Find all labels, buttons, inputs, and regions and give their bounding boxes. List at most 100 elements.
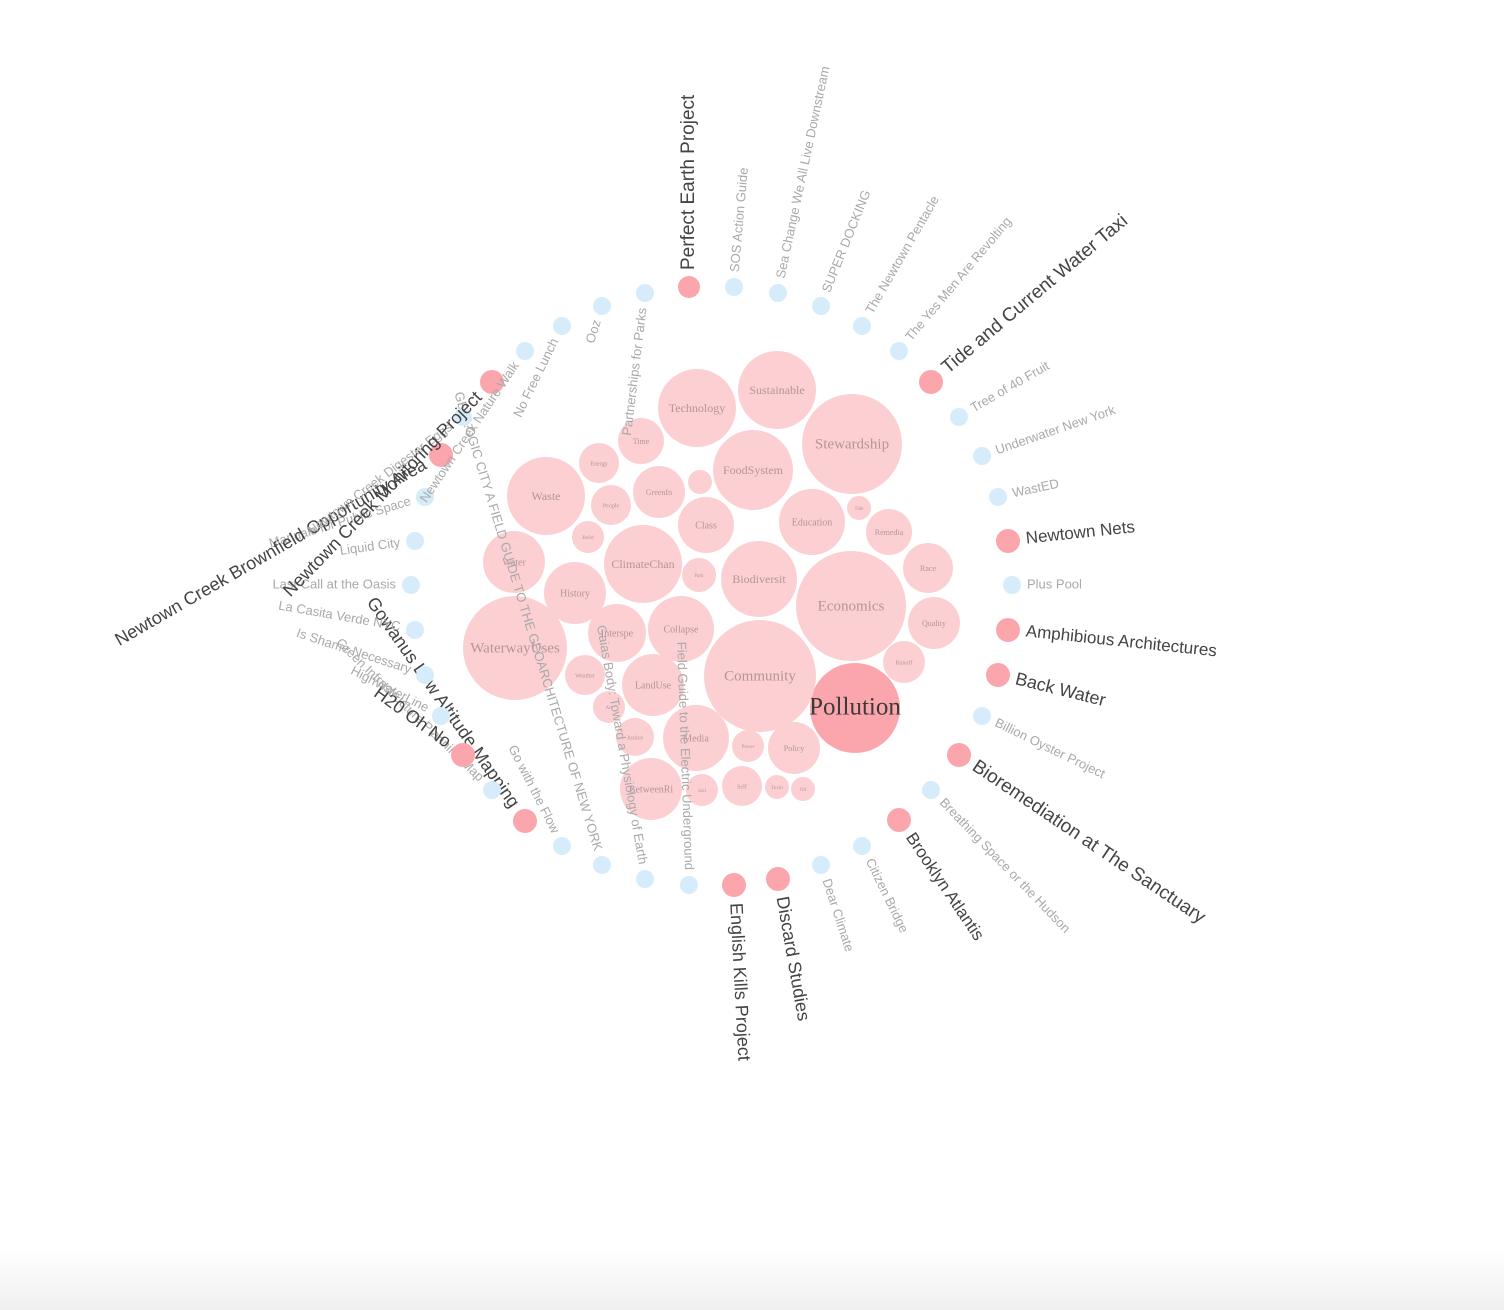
project-tide-and-current-water-taxi[interactable]: Tide and Current Water Taxi bbox=[919, 210, 1132, 394]
project-node[interactable] bbox=[406, 532, 424, 550]
project-tree-of-40-fruit[interactable]: Tree of 40 Fruit bbox=[950, 358, 1052, 426]
project-sea-change-we-all-live-downstream[interactable]: Sea Change We All Live Downstream bbox=[769, 65, 832, 302]
project-node[interactable] bbox=[406, 621, 424, 639]
bubble-quality[interactable] bbox=[908, 597, 960, 649]
project-label[interactable]: Ooz bbox=[582, 318, 603, 345]
bubble-self[interactable] bbox=[722, 766, 762, 806]
project-ooz[interactable]: Ooz bbox=[582, 297, 611, 345]
project-label[interactable]: Plus Pool bbox=[1027, 576, 1082, 591]
project-node[interactable] bbox=[416, 666, 434, 684]
bubble-power[interactable] bbox=[732, 730, 764, 762]
bubble-media[interactable] bbox=[663, 705, 729, 771]
project-partnerships-for-parks[interactable]: Partnerships for Parks bbox=[619, 284, 654, 436]
bubble-waste[interactable] bbox=[507, 457, 585, 535]
project-node[interactable] bbox=[636, 870, 654, 888]
project-perfect-earth-project[interactable]: Perfect Earth Project bbox=[678, 94, 700, 298]
project-node[interactable] bbox=[890, 342, 908, 360]
project-node[interactable] bbox=[950, 408, 968, 426]
project-node[interactable] bbox=[454, 408, 472, 426]
project-label[interactable]: English Kills Project bbox=[726, 902, 754, 1061]
project-node[interactable] bbox=[853, 837, 871, 855]
bubble-runoff[interactable] bbox=[883, 641, 925, 683]
project-sos-action-guide[interactable]: SOS Action Guide bbox=[725, 167, 751, 296]
bubble-sustainable[interactable] bbox=[738, 351, 816, 429]
project-node[interactable] bbox=[402, 576, 420, 594]
project-dear-climate[interactable]: Dear Climate bbox=[812, 856, 857, 953]
project-newtown-creek-monitoring-project[interactable]: Newtown Creek Monitoring Project bbox=[279, 370, 504, 600]
project-english-kills-project[interactable]: English Kills Project bbox=[722, 873, 754, 1061]
project-amphibious-architectures[interactable]: Amphibious Architectures bbox=[996, 618, 1218, 660]
bubble-technology[interactable] bbox=[658, 369, 736, 447]
bubble-soil[interactable] bbox=[686, 774, 718, 806]
project-node[interactable] bbox=[483, 781, 501, 799]
bubble-pollution[interactable] bbox=[810, 663, 900, 753]
bubble-blank[interactable] bbox=[688, 470, 712, 494]
project-node[interactable] bbox=[553, 317, 571, 335]
project-node[interactable] bbox=[553, 837, 571, 855]
project-label[interactable]: Tree of 40 Fruit bbox=[968, 358, 1052, 415]
project-node[interactable] bbox=[853, 317, 871, 335]
project-node[interactable] bbox=[996, 618, 1020, 642]
bubble-economics[interactable] bbox=[796, 551, 906, 661]
project-label[interactable]: Amphibious Architectures bbox=[1025, 621, 1218, 660]
project-node[interactable] bbox=[416, 488, 434, 506]
bubble-build[interactable] bbox=[572, 521, 604, 553]
project-node[interactable] bbox=[636, 284, 654, 302]
bubble-greenin[interactable] bbox=[633, 466, 685, 518]
bubble-education[interactable] bbox=[779, 489, 845, 555]
bubble-interspe[interactable] bbox=[588, 604, 646, 662]
project-node[interactable] bbox=[973, 707, 991, 725]
project-node[interactable] bbox=[766, 867, 790, 891]
project-node[interactable] bbox=[922, 781, 940, 799]
bubble-oil[interactable] bbox=[791, 777, 815, 801]
project-node[interactable] bbox=[593, 856, 611, 874]
project-citizen-bridge[interactable]: Citizen Bridge bbox=[853, 837, 912, 935]
project-node[interactable] bbox=[680, 876, 698, 894]
project-label[interactable]: The Newtown Pentacle bbox=[862, 193, 942, 316]
project-node[interactable] bbox=[919, 370, 943, 394]
bubble-tide[interactable] bbox=[847, 496, 871, 520]
project-field-guide-to-the-electric-underground[interactable]: Field Guide to the Electric Underground bbox=[674, 641, 698, 894]
project-node[interactable] bbox=[678, 276, 700, 298]
bubble-time[interactable] bbox=[618, 418, 664, 464]
bubble-weather[interactable] bbox=[565, 655, 605, 695]
project-label[interactable]: Billion Oyster Project bbox=[993, 715, 1108, 782]
bubble-park[interactable] bbox=[682, 558, 716, 592]
bubble-race[interactable] bbox=[903, 543, 953, 593]
bubble-justice[interactable] bbox=[616, 718, 654, 756]
project-label[interactable]: SUPER DOCKING bbox=[819, 188, 874, 295]
bubble-biodiversit[interactable] bbox=[721, 541, 797, 617]
bubble-waterwayuses[interactable] bbox=[463, 596, 567, 700]
project-wasted[interactable]: WastED bbox=[989, 476, 1060, 506]
project-newtown-nets[interactable]: Newtown Nets bbox=[996, 517, 1136, 553]
bubble-toxin[interactable] bbox=[765, 775, 789, 799]
project-label[interactable]: Last Call at the Oasis bbox=[272, 576, 396, 591]
project-node[interactable] bbox=[480, 370, 504, 394]
project-underwater-new-york[interactable]: Underwater New York bbox=[973, 402, 1118, 465]
project-node[interactable] bbox=[429, 443, 453, 467]
project-node[interactable] bbox=[769, 284, 787, 302]
project-label[interactable]: Bioremediation at The Sanctuary bbox=[968, 756, 1209, 928]
project-node[interactable] bbox=[593, 297, 611, 315]
project-label[interactable]: Back Water bbox=[1013, 668, 1107, 710]
project-node[interactable] bbox=[516, 342, 534, 360]
bubble-water[interactable] bbox=[483, 531, 545, 593]
project-node[interactable] bbox=[989, 488, 1007, 506]
project-label[interactable]: SOS Action Guide bbox=[727, 167, 751, 273]
project-label[interactable]: Tide and Current Water Taxi bbox=[938, 210, 1132, 378]
project-node[interactable] bbox=[513, 809, 537, 833]
project-node[interactable] bbox=[725, 278, 743, 296]
project-label[interactable]: Partnerships for Parks bbox=[619, 306, 650, 436]
project-label[interactable]: Discard Studies bbox=[773, 895, 815, 1023]
project-discard-studies[interactable]: Discard Studies bbox=[766, 867, 814, 1022]
project-node[interactable] bbox=[973, 447, 991, 465]
bubble-policy[interactable] bbox=[768, 722, 820, 774]
bubble-collapse[interactable] bbox=[648, 596, 714, 662]
project-plus-pool[interactable]: Plus Pool bbox=[1003, 576, 1082, 594]
project-back-water[interactable]: Back Water bbox=[986, 663, 1108, 710]
project-node[interactable] bbox=[986, 663, 1010, 687]
bubble-stewardship[interactable] bbox=[802, 394, 902, 494]
bubble-remedia[interactable] bbox=[866, 509, 912, 555]
bubble-art[interactable] bbox=[593, 691, 625, 723]
project-last-call-at-the-oasis[interactable]: Last Call at the Oasis bbox=[272, 576, 420, 594]
